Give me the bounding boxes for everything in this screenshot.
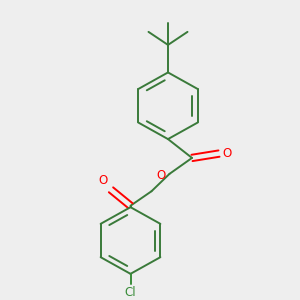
Text: O: O: [99, 175, 108, 188]
Text: O: O: [156, 169, 166, 182]
Text: O: O: [223, 147, 232, 160]
Text: Cl: Cl: [125, 286, 136, 299]
